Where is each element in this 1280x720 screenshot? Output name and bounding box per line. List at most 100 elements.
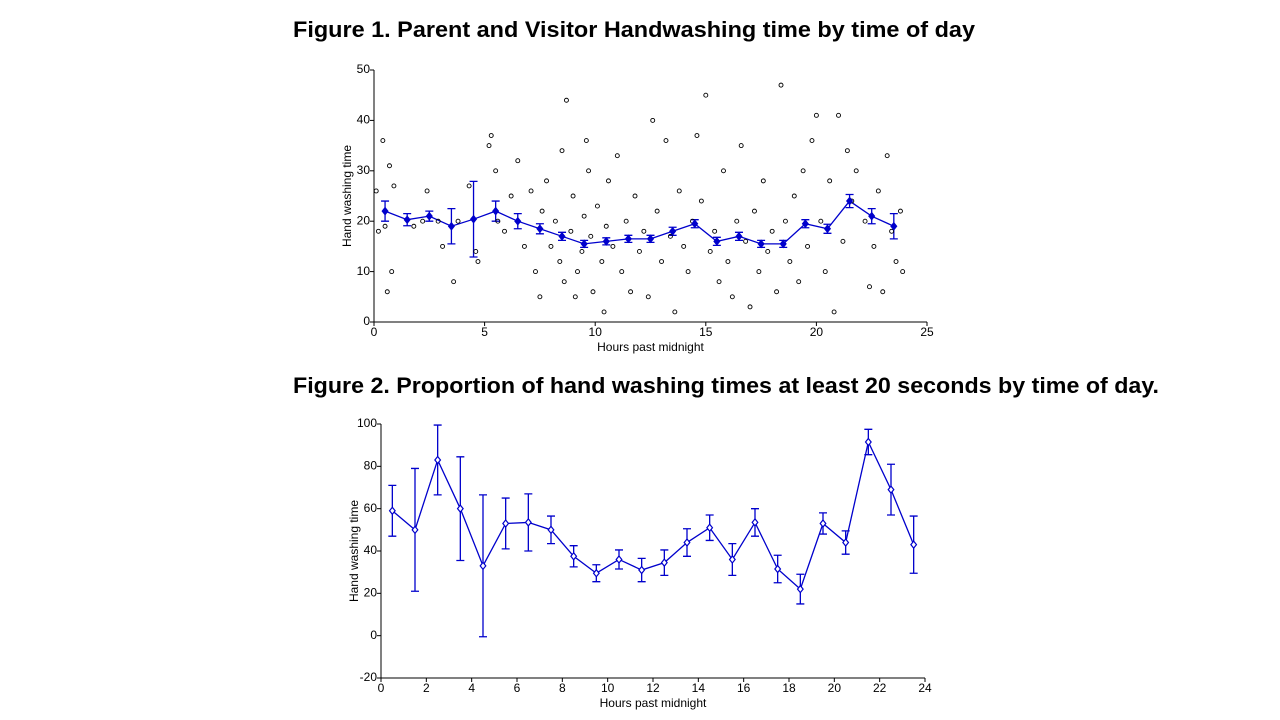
point: [818, 218, 824, 224]
marker: [547, 525, 555, 535]
point: [641, 228, 647, 234]
x-tick-label: 24: [918, 681, 932, 695]
x-tick-label: 5: [481, 325, 488, 339]
point: [725, 259, 731, 264]
x-tick-label: 2: [423, 681, 430, 695]
mean-line: [391, 440, 915, 591]
point: [738, 143, 744, 149]
marker: [524, 517, 532, 527]
marker: [713, 236, 721, 246]
point: [800, 168, 806, 174]
marker: [388, 506, 396, 516]
point: [667, 233, 673, 239]
marker: [514, 216, 522, 226]
point: [694, 133, 700, 138]
chart-title: Figure 2. Proportion of hand washing tim…: [293, 373, 1159, 398]
point: [645, 294, 651, 300]
point: [707, 248, 713, 254]
point: [774, 289, 780, 295]
x-tick-label: 12: [646, 681, 660, 695]
chart-title: Figure 1. Parent and Visitor Handwashing…: [293, 17, 976, 42]
marker: [558, 231, 566, 241]
point: [475, 259, 481, 264]
marker: [502, 519, 510, 528]
point: [898, 208, 903, 214]
point: [663, 138, 669, 144]
marker: [602, 236, 610, 246]
marker: [864, 437, 872, 447]
point: [601, 309, 607, 315]
point: [488, 133, 494, 138]
point: [623, 218, 629, 224]
point: [880, 289, 886, 295]
point: [544, 178, 549, 184]
point: [805, 243, 811, 249]
point: [822, 269, 828, 275]
point: [796, 279, 802, 285]
point: [654, 208, 660, 214]
marker: [910, 540, 918, 550]
point: [698, 198, 704, 204]
point: [853, 168, 859, 174]
point: [515, 158, 521, 164]
point: [502, 228, 507, 234]
point: [606, 178, 611, 184]
marker: [456, 504, 464, 514]
x-tick-label: 25: [920, 325, 934, 339]
point: [836, 112, 841, 118]
point: [676, 188, 682, 194]
marker: [492, 206, 500, 216]
point: [628, 289, 634, 295]
x-tick-label: 20: [810, 325, 824, 339]
y-tick-label: 50: [357, 62, 371, 76]
point: [716, 279, 722, 285]
x-tick-label: 16: [737, 681, 751, 695]
point: [451, 279, 457, 285]
marker: [479, 561, 487, 571]
y-tick-label: 20: [364, 586, 378, 600]
point: [559, 148, 565, 154]
marker: [819, 519, 827, 528]
x-tick-label: 8: [559, 681, 566, 695]
marker: [434, 455, 442, 465]
chart: Figure 2. Proportion of hand washing tim…: [293, 373, 1159, 710]
point: [599, 259, 605, 264]
point: [900, 269, 906, 275]
point: [862, 218, 868, 224]
point: [765, 248, 771, 254]
point: [572, 294, 578, 300]
x-axis-label: Hours past midnight: [597, 340, 704, 354]
y-tick-label: 10: [357, 264, 371, 278]
marker: [823, 224, 832, 234]
point: [884, 153, 890, 159]
x-tick-label: 10: [589, 325, 603, 339]
point: [590, 289, 596, 295]
point: [373, 188, 379, 194]
marker: [660, 558, 668, 568]
marker: [580, 239, 588, 249]
point: [563, 97, 569, 103]
marker: [447, 221, 455, 231]
marker: [796, 584, 804, 594]
point: [594, 203, 600, 209]
point: [552, 218, 558, 224]
point: [867, 284, 872, 290]
y-axis-label: Hand washing time: [347, 500, 361, 602]
y-tick-label: 40: [364, 543, 378, 557]
marker: [846, 196, 854, 206]
point: [581, 213, 587, 219]
point: [703, 92, 709, 98]
point: [813, 112, 819, 118]
x-tick-label: 18: [782, 681, 796, 695]
point: [568, 228, 574, 234]
point: [827, 178, 833, 184]
point: [760, 178, 766, 184]
y-tick-label: 30: [357, 163, 371, 177]
marker: [683, 538, 691, 547]
point: [636, 248, 642, 254]
point: [752, 208, 757, 214]
marker: [381, 206, 389, 216]
point: [411, 223, 417, 229]
marker: [751, 517, 759, 527]
